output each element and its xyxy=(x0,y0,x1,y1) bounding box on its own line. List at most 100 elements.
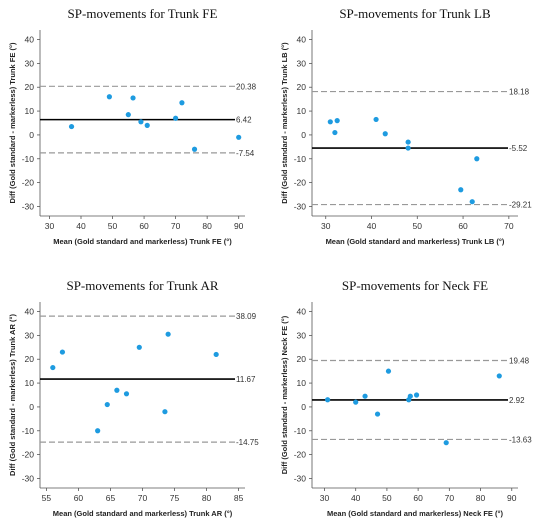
x-tick-label: 80 xyxy=(202,221,212,231)
x-tick-label: 90 xyxy=(234,221,244,231)
data-point xyxy=(405,139,411,145)
y-tick-label: 30 xyxy=(25,58,35,68)
x-tick-label: 65 xyxy=(106,493,116,503)
panel-trunk-lb: SP-movements for Trunk LB Mean (Gold sta… xyxy=(280,6,532,246)
x-axis-label: Mean (Gold standard and markerless) Trun… xyxy=(53,509,233,518)
x-tick-label: 70 xyxy=(504,221,514,231)
data-point xyxy=(144,122,150,128)
y-tick-label: -20 xyxy=(294,178,307,188)
data-point xyxy=(95,428,101,434)
y-tick-label: 20 xyxy=(25,354,35,364)
data-point xyxy=(106,94,112,100)
data-point xyxy=(213,351,219,358)
y-axis-label: Diff (Gold standard - markerless) Trunk … xyxy=(8,314,17,476)
data-point xyxy=(236,134,242,140)
x-tick-label: 70 xyxy=(171,221,181,231)
y-tick-label: -30 xyxy=(22,201,35,211)
data-point xyxy=(130,95,136,101)
data-point xyxy=(104,401,110,408)
data-point xyxy=(469,199,475,205)
limit-label: -7.54 xyxy=(236,149,255,158)
mean-label: 6.42 xyxy=(236,116,252,125)
x-tick-label: 60 xyxy=(139,221,149,231)
y-axis-label: Diff (Gold standard - markerless) Trunk … xyxy=(8,42,17,203)
x-tick-label: 85 xyxy=(234,493,244,503)
x-tick-label: 30 xyxy=(45,221,55,231)
x-tick-label: 75 xyxy=(170,493,180,503)
mean-label: 2.92 xyxy=(509,396,525,405)
y-tick-label: -10 xyxy=(22,154,35,164)
y-tick-label: -10 xyxy=(294,154,307,164)
data-point xyxy=(332,129,338,136)
chart-title: SP-movements for Trunk AR xyxy=(66,278,218,293)
limit-label: -14.75 xyxy=(236,438,259,447)
x-tick-label: 40 xyxy=(351,493,361,503)
x-tick-label: 60 xyxy=(74,493,84,503)
y-tick-label: 30 xyxy=(297,330,307,340)
y-tick-label: 0 xyxy=(301,130,306,140)
data-point xyxy=(327,119,333,125)
y-tick-label: 10 xyxy=(25,106,35,116)
y-tick-label: -20 xyxy=(22,450,35,460)
data-point xyxy=(474,156,480,162)
x-tick-label: 90 xyxy=(507,493,517,503)
y-tick-label: 20 xyxy=(25,82,35,92)
data-point xyxy=(373,116,379,123)
y-tick-label: 10 xyxy=(25,378,35,388)
x-tick-label: 30 xyxy=(320,493,330,503)
data-point xyxy=(59,349,66,355)
data-point xyxy=(374,411,381,417)
chart-title: SP-movements for Trunk FE xyxy=(68,6,218,21)
y-tick-label: 30 xyxy=(297,58,307,68)
data-point xyxy=(179,100,185,106)
y-tick-label: 0 xyxy=(301,402,306,412)
y-tick-label: 20 xyxy=(297,82,307,92)
x-tick-label: 60 xyxy=(413,493,423,503)
data-point xyxy=(325,397,331,403)
x-tick-label: 60 xyxy=(458,221,468,231)
data-point xyxy=(165,331,171,337)
data-point xyxy=(443,440,449,446)
chart-title: SP-movements for Trunk LB xyxy=(339,6,491,21)
y-tick-label: -10 xyxy=(22,426,35,436)
data-point xyxy=(407,393,413,399)
data-point xyxy=(50,364,56,371)
x-axis-label: Mean (Gold standard and markerless) Neck… xyxy=(327,509,503,518)
y-axis-label: Diff (Gold standard - markerless) Neck F… xyxy=(280,315,289,474)
data-point xyxy=(362,393,368,399)
x-tick-label: 70 xyxy=(138,493,148,503)
x-tick-label: 50 xyxy=(413,221,423,231)
chart-title: SP-movements for Neck FE xyxy=(342,278,488,293)
data-point xyxy=(413,392,420,398)
limit-label: 20.38 xyxy=(236,82,257,91)
data-point xyxy=(191,146,198,152)
y-tick-label: 40 xyxy=(297,307,307,317)
limit-label: 19.48 xyxy=(509,356,530,365)
y-tick-label: -20 xyxy=(294,450,307,460)
x-tick-label: 80 xyxy=(202,493,212,503)
data-point xyxy=(136,344,142,350)
y-tick-label: 10 xyxy=(297,106,307,116)
limit-label: 38.09 xyxy=(236,312,257,321)
y-tick-label: -10 xyxy=(294,426,307,436)
x-tick-label: 30 xyxy=(321,221,331,231)
y-tick-label: -20 xyxy=(22,178,35,188)
y-tick-label: -30 xyxy=(294,473,307,483)
data-point xyxy=(125,112,131,118)
x-tick-label: 50 xyxy=(108,221,118,231)
y-tick-label: 40 xyxy=(25,307,35,317)
data-point xyxy=(138,119,144,125)
y-axis-label: Diff (Gold standard - markerless) Trunk … xyxy=(280,42,289,204)
y-tick-label: 40 xyxy=(297,35,307,45)
data-point xyxy=(334,118,340,124)
y-tick-label: -30 xyxy=(294,201,307,211)
x-tick-label: 55 xyxy=(42,493,52,503)
data-point xyxy=(458,187,464,193)
limit-label: 18.18 xyxy=(509,88,530,97)
limit-label: -29.21 xyxy=(509,201,532,210)
y-tick-label: 40 xyxy=(25,35,35,45)
x-axis-label: Mean (Gold standard and markerless) Trun… xyxy=(53,237,232,246)
y-tick-label: -30 xyxy=(22,473,35,483)
limit-label: -13.63 xyxy=(509,435,532,444)
